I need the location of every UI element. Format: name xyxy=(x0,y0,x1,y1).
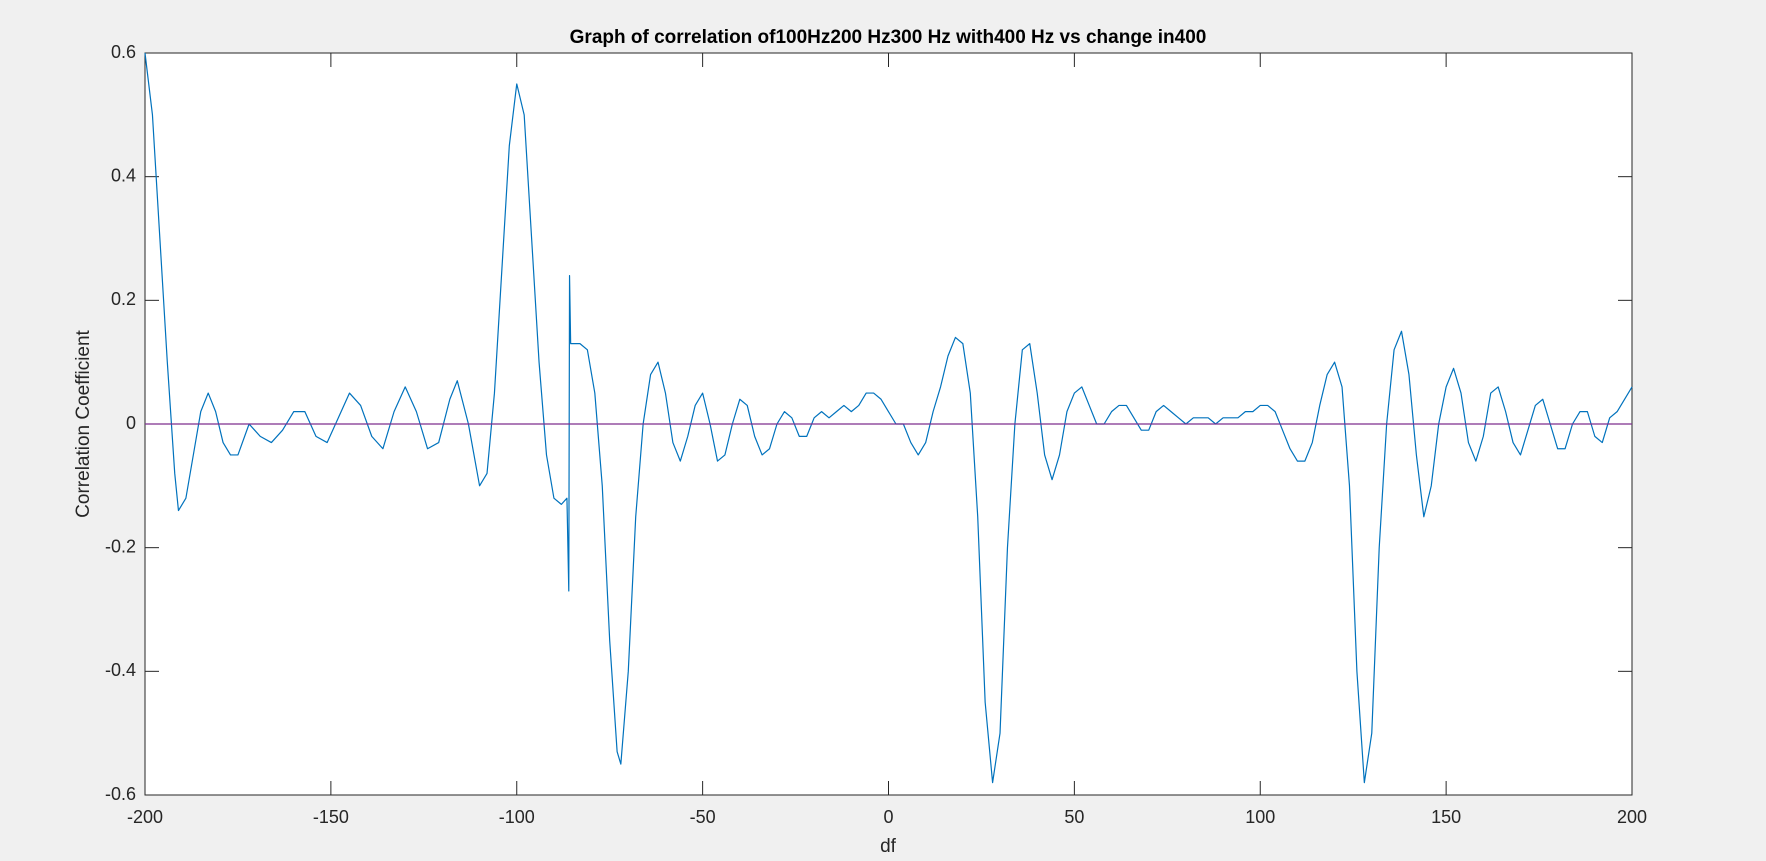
y-tick-label: -0.6 xyxy=(105,784,136,804)
x-tick-label: 50 xyxy=(1064,807,1084,827)
x-tick-label: 200 xyxy=(1617,807,1647,827)
y-tick-label: 0.4 xyxy=(111,165,136,185)
y-axis-label: Correlation Coefficient xyxy=(73,329,94,517)
x-tick-label: -200 xyxy=(127,807,163,827)
x-tick-label: 0 xyxy=(883,807,893,827)
x-axis-label: df xyxy=(880,836,897,857)
y-tick-label: 0.6 xyxy=(111,42,136,62)
data-line xyxy=(144,52,1633,784)
chart-title: Graph of correlation of100Hz200 Hz300 Hz… xyxy=(570,27,1207,48)
y-tick-label: 0 xyxy=(126,413,136,433)
x-tick-label: 100 xyxy=(1245,807,1275,827)
y-tick-label: -0.2 xyxy=(105,536,136,556)
y-tick-label: -0.4 xyxy=(105,660,136,680)
x-tick-label: -50 xyxy=(690,807,716,827)
x-tick-label: 150 xyxy=(1431,807,1461,827)
x-tick-label: -150 xyxy=(313,807,349,827)
y-tick-label: 0.2 xyxy=(111,289,136,309)
x-tick-label: -100 xyxy=(499,807,535,827)
